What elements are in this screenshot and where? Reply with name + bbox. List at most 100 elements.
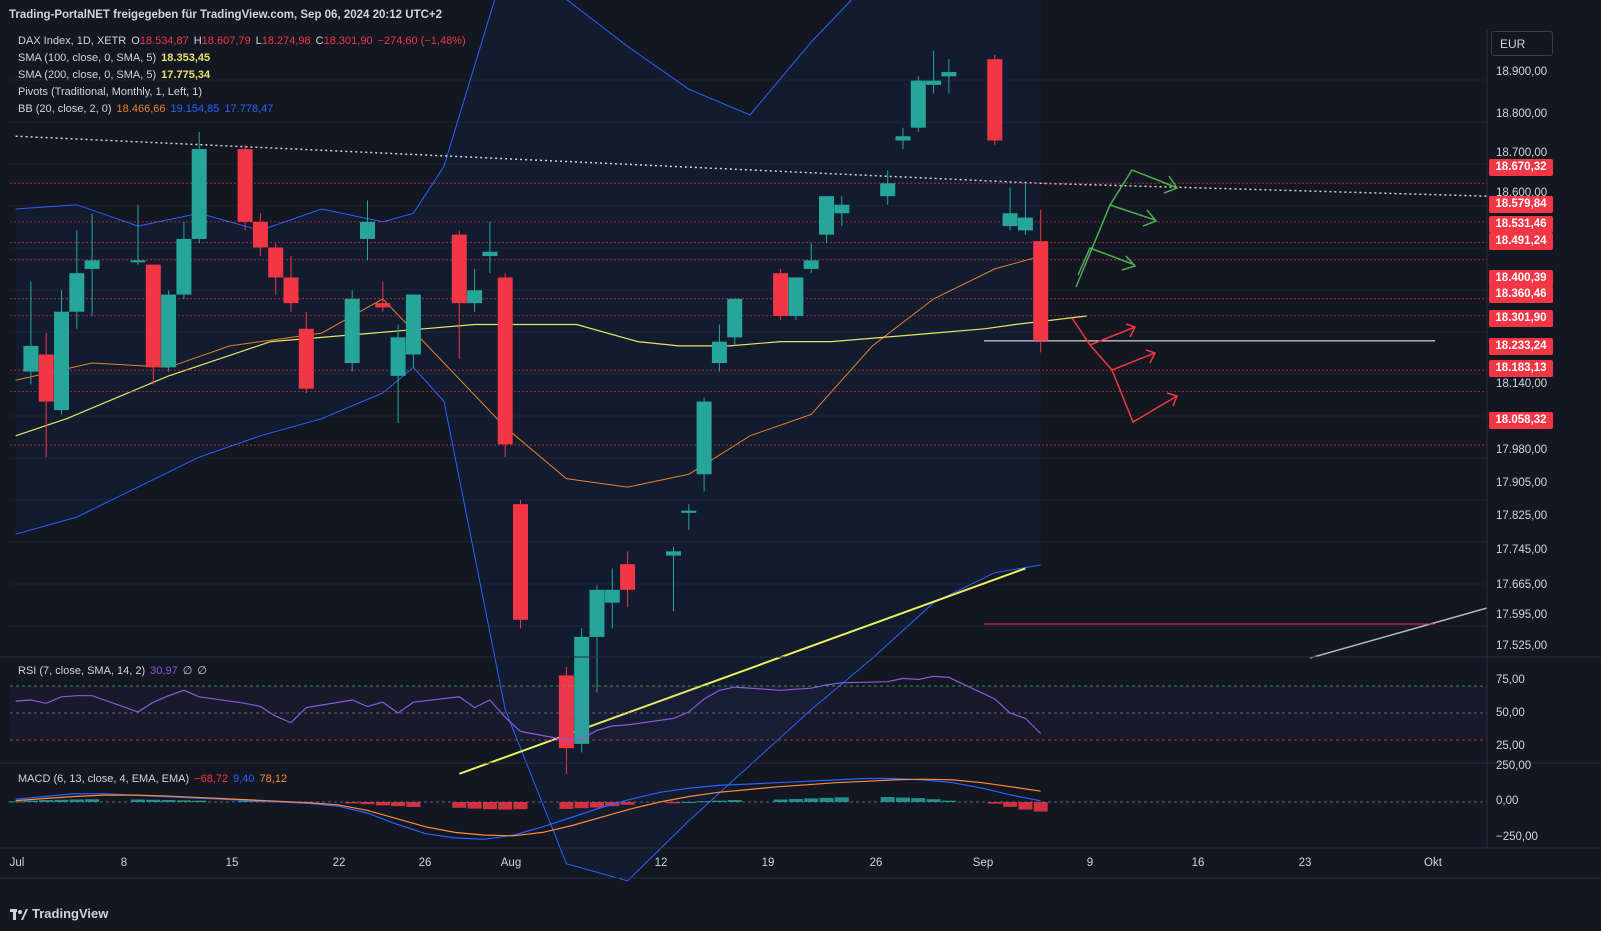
candle-body: [681, 510, 697, 513]
legend-sma200-row: SMA (200, close, 0, SMA, 5) 17.775,34: [18, 67, 471, 84]
time-tick: Sep: [972, 857, 994, 869]
legend-open: 18.534,87: [139, 35, 189, 47]
macd-legend: MACD (6, 13, close, 4, EMA, EMA) −68,72 9,…: [18, 771, 292, 788]
candle-body: [910, 80, 926, 128]
bb-fill: [15, 0, 1041, 881]
legend-sma100-row: SMA (100, close, 0, SMA, 5) 18.353,45: [18, 50, 471, 67]
macd-hist-bar: [834, 797, 849, 802]
macd-hist-bar: [238, 800, 253, 802]
macd-hist-bar: [590, 802, 604, 808]
candle-body: [727, 298, 743, 338]
price-level-label: 18.058,32: [1489, 412, 1553, 429]
macd-hist-bar: [406, 802, 421, 807]
rsi-line: [15, 675, 1042, 741]
candle-body: [23, 345, 39, 372]
bb-lower-line: [15, 366, 1041, 882]
time-tick: 22: [332, 857, 346, 869]
candle-body: [176, 238, 192, 295]
candle-body: [390, 337, 406, 376]
macd-hist-bar: [54, 799, 69, 802]
candle-body: [558, 675, 574, 749]
legend-close: 18.301,90: [323, 35, 373, 47]
price-level-label: 18.400,39: [1489, 270, 1553, 287]
macd-line: [15, 777, 1041, 840]
bb-basis-line: [15, 255, 1041, 488]
price-level-label: 18.301,90: [1489, 310, 1553, 327]
time-tick: Jul: [9, 857, 25, 869]
price-tick: 17.980,00: [1496, 444, 1548, 456]
macd-hist-bar: [1033, 802, 1048, 812]
candle-body: [941, 72, 957, 77]
macd-hist-bar: [176, 800, 191, 802]
green-arrow-low-head: [1121, 255, 1137, 271]
candle-body: [467, 290, 483, 304]
brand-name: TradingView: [32, 906, 109, 921]
macd-hist-bar: [788, 798, 803, 802]
macd-hist-bar: [452, 802, 467, 808]
macd-hist-bar: [1003, 802, 1018, 807]
price-tick: 17.745,00: [1496, 544, 1548, 556]
legend-bb-lower: 17.778,47: [224, 103, 274, 115]
macd-hist-bar: [1018, 802, 1033, 810]
legend-symbol-row: DAX Index, 1D, XETR O18.534,87 H18.607,79 L…: [18, 35, 466, 47]
macd-hist-bar: [8, 801, 23, 803]
candle-body: [604, 589, 620, 603]
candle-body: [145, 264, 161, 368]
macd-hist-bar: [482, 802, 497, 810]
legend-change: −274,60 (−1,48%): [377, 35, 466, 47]
candle-body: [574, 636, 590, 744]
macd-hist-bar: [161, 800, 176, 802]
trend-line: [1309, 607, 1488, 659]
candle-body: [620, 564, 636, 590]
macd-tick: 0,00: [1496, 795, 1519, 807]
green-arrow-upper: [1075, 169, 1176, 288]
candle-body: [589, 589, 605, 637]
macd-hist-bar: [559, 802, 574, 809]
red-arrow-upper-head: [1125, 323, 1137, 338]
candle-body: [237, 149, 253, 222]
time-tick: 9: [1086, 857, 1094, 869]
price-level-label: 18.670,32: [1489, 159, 1553, 176]
macd-hist-bar: [941, 800, 956, 802]
top-bar: Trading-PortalNET freigegeben für Tradin…: [0, 0, 1601, 30]
macd-hist-bar: [23, 800, 38, 802]
price-tick: 18.140,00: [1496, 378, 1548, 390]
indicator-lines: [10, 135, 1488, 775]
price-level-label: 18.579,84: [1489, 196, 1553, 213]
candle-body: [497, 277, 513, 445]
candle-body: [38, 354, 54, 402]
price-tick: 18.700,00: [1496, 147, 1548, 159]
macd-tick: 250,00: [1496, 760, 1532, 772]
candle-body: [130, 260, 146, 263]
candle-body: [84, 260, 100, 269]
sma100-line: [15, 315, 1087, 437]
macd-hist-bar: [574, 802, 589, 809]
macd-legend-hist: −68,72: [194, 773, 229, 785]
price-level-label: 18.233,24: [1489, 338, 1553, 355]
candle-body: [54, 311, 69, 411]
red-arrow-mid: [1089, 344, 1156, 371]
time-tick: 26: [869, 857, 883, 869]
macd-legend-label: MACD (6, 13, close, 4, EMA, EMA): [18, 773, 190, 785]
candle-body: [161, 294, 177, 368]
tradingview-brand: TradingView: [10, 906, 108, 921]
candle-body: [191, 149, 207, 239]
macd-hist-bar: [880, 797, 895, 802]
price-level-label: 18.491,24: [1489, 233, 1553, 250]
legend-high: 18.607,79: [201, 35, 251, 47]
legend-symbol: DAX Index, 1D, XETR: [18, 35, 127, 47]
currency-button[interactable]: EUR: [1491, 31, 1553, 56]
tradingview-logo-icon: [10, 908, 28, 920]
candle-body: [344, 298, 360, 364]
macd-pane: [8, 777, 1487, 840]
rsi-tick: 75,00: [1496, 674, 1525, 686]
annotations: [1071, 169, 1179, 424]
pane-separators: [0, 30, 1601, 879]
chart-attribution: Trading-PortalNET freigegeben für Tradin…: [9, 9, 442, 21]
candle-body: [819, 196, 834, 235]
candle-body: [895, 136, 911, 141]
time-tick: Okt: [1424, 857, 1442, 869]
red-arrow-low: [1111, 369, 1178, 424]
macd-hist-bar: [896, 797, 910, 802]
